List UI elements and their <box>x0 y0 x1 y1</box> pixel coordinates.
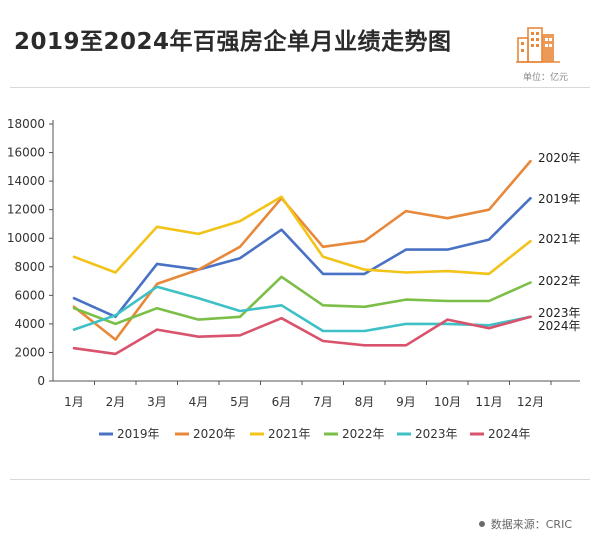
x-tick-label: 10月 <box>434 395 461 409</box>
y-tick-label: 4000 <box>14 317 45 331</box>
line-chart: 0 2000 4000 6000 8000 10000 12000 14000 16000 180… <box>7 117 581 441</box>
series-line <box>72 285 532 333</box>
x-tick-label: 5月 <box>230 395 250 409</box>
series-end-label: 2021年 <box>538 232 581 246</box>
bullet-icon <box>478 521 485 527</box>
footer-divider <box>10 479 590 480</box>
legend-label: 2024年 <box>488 427 531 441</box>
x-tick-label: 9月 <box>396 395 416 409</box>
y-tick-label: 6000 <box>14 288 45 302</box>
series-line <box>72 195 532 276</box>
legend-label: 2021年 <box>268 427 311 441</box>
series-end-label: 2024年 <box>538 319 581 333</box>
series-end-label: 2019年 <box>538 192 581 206</box>
series-line <box>72 159 532 341</box>
source-text: 数据来源：CRIC <box>490 518 572 531</box>
legend-label: 2019年 <box>117 427 160 441</box>
series-line <box>72 196 532 319</box>
y-tick-label: 18000 <box>7 117 45 131</box>
y-tick-label: 2000 <box>14 345 45 359</box>
series-end-label: 2023年 <box>538 306 581 320</box>
x-tick-label: 6月 <box>272 395 292 409</box>
legend-label: 2022年 <box>342 427 385 441</box>
x-tick-label: 7月 <box>313 395 333 409</box>
series-end-label: 2020年 <box>538 151 581 165</box>
source-note: 数据来源：CRIC <box>478 516 572 532</box>
series-line <box>72 275 532 326</box>
y-tick-label: 16000 <box>7 146 45 160</box>
y-tick-label: 10000 <box>7 231 45 245</box>
header-divider <box>10 87 590 88</box>
legend-label: 2020年 <box>193 427 236 441</box>
x-tick-label: 4月 <box>189 395 209 409</box>
x-tick-label: 8月 <box>355 395 375 409</box>
x-tick-label: 3月 <box>147 395 167 409</box>
unit-label: 单位：亿元 <box>523 73 569 83</box>
x-tick-label: 12月 <box>517 395 544 409</box>
x-tick-label: 1月 <box>64 395 84 409</box>
series-end-label: 2022年 <box>538 274 581 288</box>
x-tick-label: 11月 <box>475 395 502 409</box>
y-tick-label: 14000 <box>7 174 45 188</box>
x-tick-label: 2月 <box>106 395 126 409</box>
y-tick-label: 12000 <box>7 203 45 217</box>
series-line <box>72 315 532 356</box>
page-title: 2019至2024年百强房企单月业绩走势图 <box>14 29 452 55</box>
y-tick-label: 0 <box>37 374 45 388</box>
y-tick-label: 8000 <box>14 260 45 274</box>
buildings-icon <box>516 27 560 63</box>
legend-label: 2023年 <box>415 427 458 441</box>
